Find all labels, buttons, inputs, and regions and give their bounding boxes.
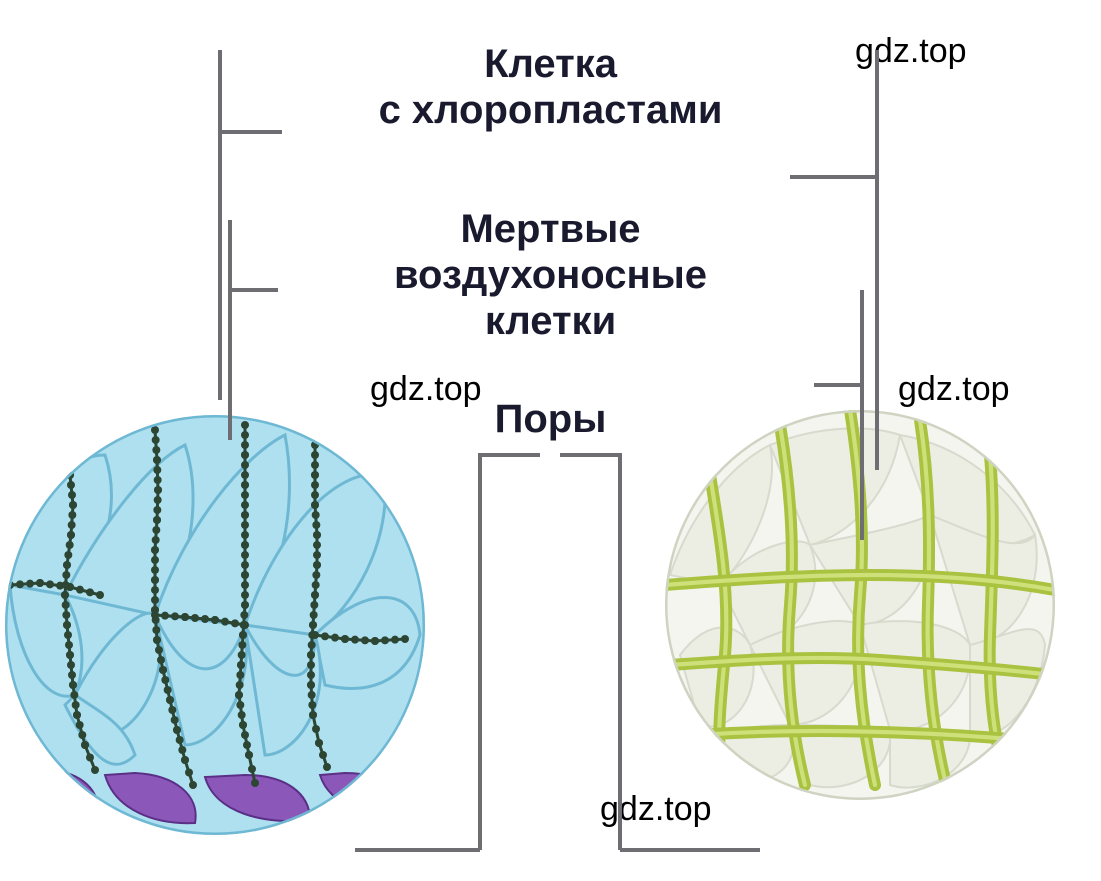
label-line: с хлоропластами <box>0 87 1101 133</box>
right-micrograph <box>665 410 1055 800</box>
watermark: gdz.top <box>898 370 1010 409</box>
right-micrograph-svg <box>665 410 1055 800</box>
left-micrograph-svg <box>5 415 425 835</box>
label-line: Мертвые <box>0 206 1101 252</box>
watermark: gdz.top <box>370 370 482 409</box>
watermark: gdz.top <box>855 32 967 71</box>
left-micrograph <box>5 415 425 835</box>
label-dead-air-cells: Мертвые воздухоносные клетки <box>0 206 1101 344</box>
label-line: воздухоносные <box>0 252 1101 298</box>
label-line: клетки <box>0 298 1101 344</box>
watermark: gdz.top <box>600 790 712 829</box>
